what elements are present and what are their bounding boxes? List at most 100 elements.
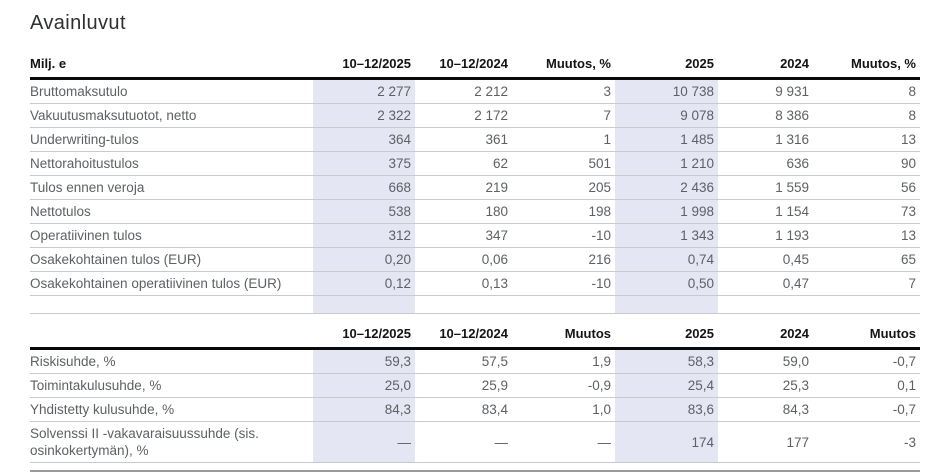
table-row: Osakekohtainen tulos (EUR) 0,20 0,06 216 0,7…: [30, 248, 920, 272]
column-header: 2024: [780, 326, 809, 341]
cell-value: 8 386: [775, 108, 809, 123]
cell-value: -10: [591, 228, 611, 243]
cell-value-highlighted: 668: [313, 176, 415, 199]
cell-value-highlighted: 59,3: [313, 350, 415, 373]
cell-value-highlighted: 375: [313, 152, 415, 175]
table-bottom-rule: [30, 470, 920, 472]
cell-value: -3: [903, 434, 916, 450]
cell-value: 0,45: [782, 252, 809, 267]
cell-value-highlighted: 538: [313, 200, 415, 223]
cell-value-highlighted: 1 210: [615, 152, 718, 175]
cell-value: 13: [900, 228, 916, 243]
table-row: Solvenssi II -vakavaraisuussuhde (sis. o…: [30, 422, 920, 463]
column-header: 10–12/2024: [439, 326, 508, 341]
cell-value: 198: [588, 204, 611, 219]
table-row: Underwriting-tulos 364 361 1 1 485 1 316 13: [30, 128, 920, 152]
cell-value: 84,3: [782, 402, 809, 417]
cell-value: 501: [588, 156, 611, 171]
table-trailer-row: [30, 296, 920, 314]
row-label: Nettotulos: [30, 204, 91, 219]
cell-value: 1,9: [592, 354, 611, 369]
table-row: Nettotulos 538 180 198 1 998 1 154 73: [30, 200, 920, 224]
table-row: Vakuutusmaksutuotot, netto 2 322 2 172 7 9 0…: [30, 104, 920, 128]
cell-value-highlighted: —: [313, 422, 415, 462]
cell-value: 177: [786, 434, 809, 450]
cell-value: 7: [908, 276, 916, 291]
cell-value: —: [494, 434, 509, 450]
cell-value: 1 154: [775, 204, 809, 219]
table-row: Nettorahoitustulos 375 62 501 1 210 636 90: [30, 152, 920, 176]
table-row: Osakekohtainen operatiivinen tulos (EUR)…: [30, 272, 920, 296]
cell-value: 73: [900, 204, 916, 219]
trailer-cell: [512, 296, 615, 313]
cell-value: 56: [900, 180, 916, 195]
cell-value-highlighted: 25,0: [313, 374, 415, 397]
cell-value-highlighted: 2 277: [313, 80, 415, 103]
cell-value: 361: [485, 132, 508, 147]
cell-value: 0,13: [481, 276, 508, 291]
cell-value: 0,06: [481, 252, 508, 267]
row-label: Riskisuhde, %: [30, 354, 116, 369]
row-label: Osakekohtainen tulos (EUR): [30, 252, 202, 267]
cell-value: 347: [485, 228, 508, 243]
trailer-cell: [813, 296, 920, 313]
cell-value: -0,7: [892, 402, 916, 417]
cell-value: 180: [485, 204, 508, 219]
cell-value-highlighted: 1 998: [615, 200, 718, 223]
column-header: 10–12/2024: [439, 56, 508, 71]
row-label: Tulos ennen veroja: [30, 180, 145, 195]
cell-value: 7: [603, 108, 611, 123]
column-header-label: Milj. e: [30, 56, 67, 71]
cell-value-highlighted: 0,20: [313, 248, 415, 271]
table-row: Riskisuhde, % 59,3 57,5 1,9 58,3 59,0 -0,7: [30, 350, 920, 374]
key-figures-table: Milj. e 10–12/2025 10–12/2024 Muutos, % 2025…: [30, 50, 920, 314]
column-header: 2025: [685, 326, 714, 341]
cell-value: 9 931: [775, 84, 809, 99]
column-header: Muutos, %: [546, 56, 611, 71]
cell-value-highlighted: 0,12: [313, 272, 415, 295]
cell-value-highlighted: 10 738: [615, 80, 718, 103]
column-header-label: [30, 329, 313, 339]
table-row: Yhdistetty kulusuhde, % 84,3 83,4 1,0 83,6 84…: [30, 398, 920, 422]
cell-value-highlighted: 58,3: [615, 350, 718, 373]
cell-value: 59,0: [782, 354, 809, 369]
table-row: Operatiivinen tulos 312 347 -10 1 343 1 193 13: [30, 224, 920, 248]
cell-value-highlighted: 312: [313, 224, 415, 247]
row-label: Vakuutusmaksutuotot, netto: [30, 108, 197, 123]
trailer-cell: [415, 296, 512, 313]
cell-value-highlighted: 364: [313, 128, 415, 151]
column-header: 10–12/2025: [342, 56, 411, 71]
column-header: Muutos, %: [851, 56, 916, 71]
cell-value: 1 559: [775, 180, 809, 195]
cell-value: 2 172: [474, 108, 508, 123]
cell-value: 65: [900, 252, 916, 267]
cell-value-highlighted: 1 485: [615, 128, 718, 151]
cell-value-highlighted: 174: [615, 422, 718, 462]
cell-value: 2 212: [474, 84, 508, 99]
cell-value-highlighted: 2 322: [313, 104, 415, 127]
cell-value: 1 316: [775, 132, 809, 147]
cell-value: 25,3: [782, 378, 809, 393]
row-label: Underwriting-tulos: [30, 132, 139, 147]
cell-value: —: [597, 434, 612, 450]
column-header: 2025: [685, 56, 714, 71]
cell-value-highlighted: 2 436: [615, 176, 718, 199]
cell-value-highlighted: 84,3: [313, 398, 415, 421]
row-label: Yhdistetty kulusuhde, %: [30, 402, 175, 417]
row-label: Osakekohtainen operatiivinen tulos (EUR): [30, 276, 282, 291]
cell-value-highlighted: 0,50: [615, 272, 718, 295]
cell-value: 1,0: [592, 402, 611, 417]
cell-value: -0,7: [892, 354, 916, 369]
column-header: 2024: [780, 56, 809, 71]
cell-value: 216: [588, 252, 611, 267]
column-header: 10–12/2025: [342, 326, 411, 341]
cell-value: 1 193: [775, 228, 809, 243]
page-title: Avainluvut: [30, 12, 126, 34]
trailer-cell: [718, 296, 813, 313]
cell-value: 90: [900, 156, 916, 171]
cell-value: 219: [485, 180, 508, 195]
table-row: Bruttomaksutulo 2 277 2 212 3 10 738 9 931 8: [30, 80, 920, 104]
cell-value: 8: [908, 84, 916, 99]
table-row: Toimintakulusuhde, % 25,0 25,9 -0,9 25,4 25,3…: [30, 374, 920, 398]
